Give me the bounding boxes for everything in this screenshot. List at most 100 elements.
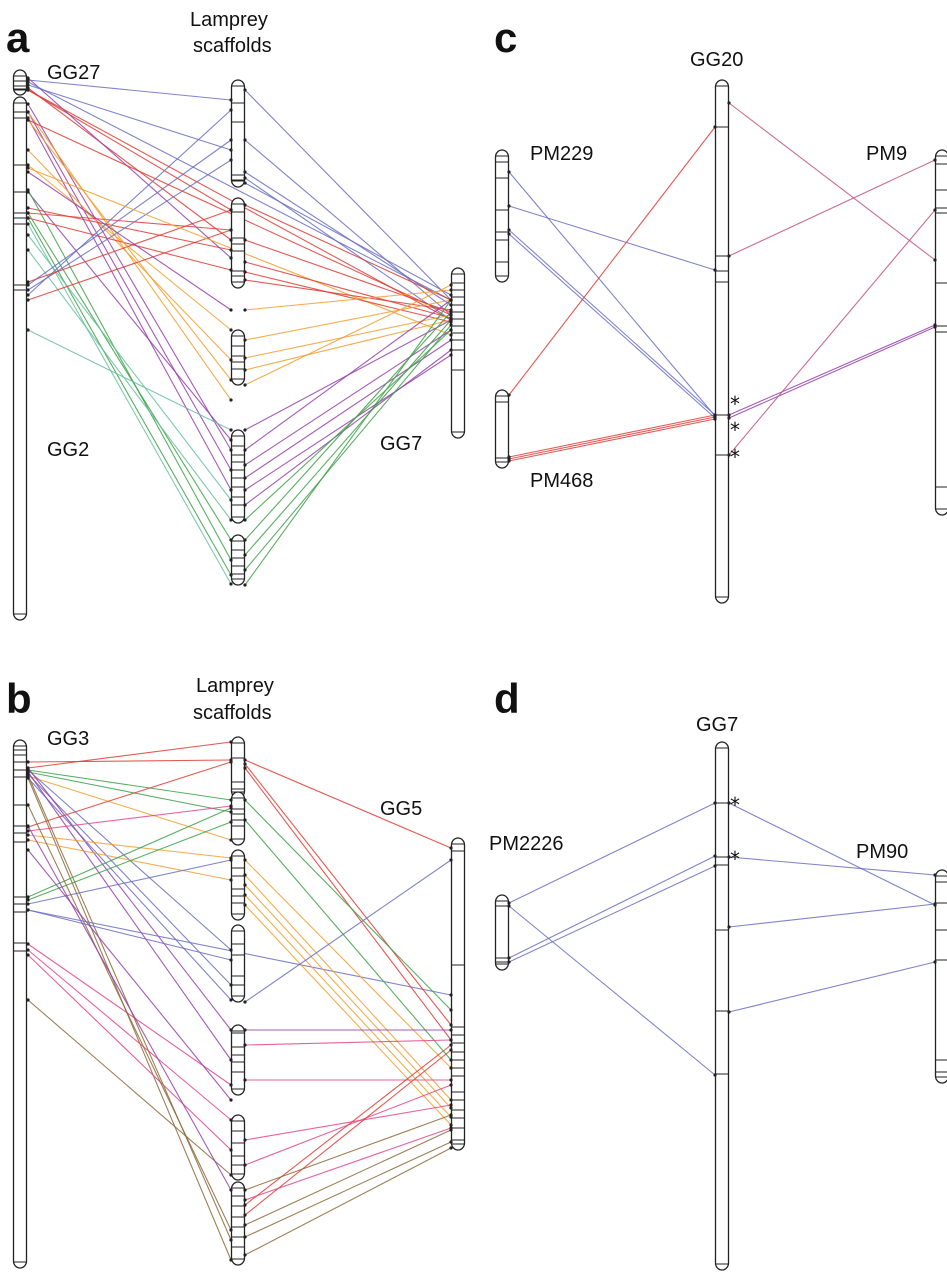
synteny-link (244, 859, 452, 1069)
synteny-link (27, 111, 232, 401)
chromosome-label-gg7-d: GG7 (696, 714, 738, 736)
link-endpoint (229, 1118, 233, 1122)
synteny-link (244, 139, 452, 316)
link-endpoint (449, 328, 453, 332)
link-endpoint (449, 1066, 453, 1070)
link-endpoint (26, 80, 30, 84)
chromosome-pm9 (934, 149, 947, 516)
link-endpoint (243, 463, 247, 467)
link-endpoint (243, 1213, 247, 1217)
link-endpoint (713, 125, 717, 129)
link-endpoint (26, 838, 30, 842)
link-endpoint (449, 846, 453, 850)
lamprey-scaffold-a4 (230, 429, 246, 524)
link-endpoint (243, 383, 247, 387)
synteny-link (27, 741, 232, 769)
link-endpoint (243, 270, 247, 274)
link-endpoint (243, 1235, 247, 1239)
synteny-link (244, 311, 452, 541)
link-endpoint (449, 313, 453, 317)
link-endpoint (449, 1008, 453, 1012)
lamprey-scaffold-b2 (230, 791, 246, 846)
synteny-link (244, 763, 452, 1026)
synteny-link (244, 339, 452, 479)
link-endpoint (243, 260, 247, 264)
link-endpoint (229, 582, 233, 586)
link-endpoint (507, 956, 511, 960)
synteny-link (244, 1049, 452, 1216)
link-endpoint (243, 1203, 247, 1207)
synteny-link (27, 212, 232, 231)
link-endpoint (243, 1188, 247, 1192)
synteny-link (244, 261, 452, 319)
link-endpoint (229, 518, 233, 522)
synteny-link (27, 949, 232, 1121)
lamprey-scaffold-b6 (230, 1114, 246, 1181)
synteny-link (27, 234, 232, 501)
synteny-link (244, 1147, 452, 1256)
link-endpoint (243, 766, 247, 770)
link-endpoint (449, 1146, 453, 1150)
lamprey-scaffold-b7 (230, 1181, 246, 1266)
synteny-link (728, 856, 936, 876)
link-endpoint (243, 138, 247, 142)
link-endpoint (243, 1223, 247, 1227)
link-endpoint (243, 448, 247, 452)
link-endpoint (449, 1103, 453, 1107)
link-endpoint (26, 848, 30, 852)
link-endpoint (229, 1098, 233, 1102)
lamprey-scaffold-b5 (230, 1024, 246, 1096)
chromosome-label-gg5: GG5 (380, 798, 422, 820)
link-endpoint (449, 298, 453, 302)
link-endpoint (229, 1188, 233, 1192)
link-endpoint (229, 248, 233, 252)
link-endpoint (243, 488, 247, 492)
synteny-link (27, 249, 232, 521)
synteny-link (508, 171, 716, 417)
link-endpoint (449, 293, 453, 297)
link-endpoint (26, 110, 30, 114)
synteny-link (728, 961, 936, 1013)
chromosome-gg2 (12, 96, 28, 621)
link-endpoint (933, 158, 937, 162)
chromosome-label-pm9: PM9 (866, 143, 907, 165)
chromosome-label-pm2226: PM2226 (489, 833, 564, 855)
synteny-link (244, 182, 452, 296)
link-endpoint (229, 1058, 233, 1062)
link-endpoint (507, 904, 511, 908)
link-endpoint (243, 873, 247, 877)
link-endpoint (229, 998, 233, 1002)
link-endpoint (449, 303, 453, 307)
link-endpoint (449, 1023, 453, 1027)
synteny-link (27, 109, 232, 296)
synteny-link (244, 329, 452, 466)
link-endpoint (229, 806, 233, 810)
synteny-link (508, 865, 716, 963)
synteny-link (244, 271, 452, 323)
synteny-link (27, 834, 232, 859)
synteny-link (27, 217, 232, 271)
link-endpoint (243, 538, 247, 542)
synteny-link (244, 299, 452, 586)
link-endpoint (243, 893, 247, 897)
link-endpoint (229, 256, 233, 260)
link-endpoint (243, 758, 247, 762)
link-endpoint (229, 328, 233, 332)
chromosome-body (494, 389, 510, 469)
link-endpoint (229, 820, 233, 824)
synteny-link (27, 859, 232, 905)
link-endpoint (243, 762, 247, 766)
synteny-link (244, 1129, 452, 1226)
synteny-link (27, 775, 232, 841)
synteny-link (508, 126, 716, 396)
chromosome-body (934, 869, 947, 1084)
link-endpoint (449, 1058, 453, 1062)
chromosome-gg20 (714, 79, 730, 604)
synteny-link (244, 1141, 452, 1238)
synteny-link (244, 319, 452, 371)
link-endpoint (229, 1028, 233, 1032)
link-endpoint (229, 98, 233, 102)
link-endpoint (449, 1113, 453, 1117)
synteny-link (27, 119, 232, 381)
